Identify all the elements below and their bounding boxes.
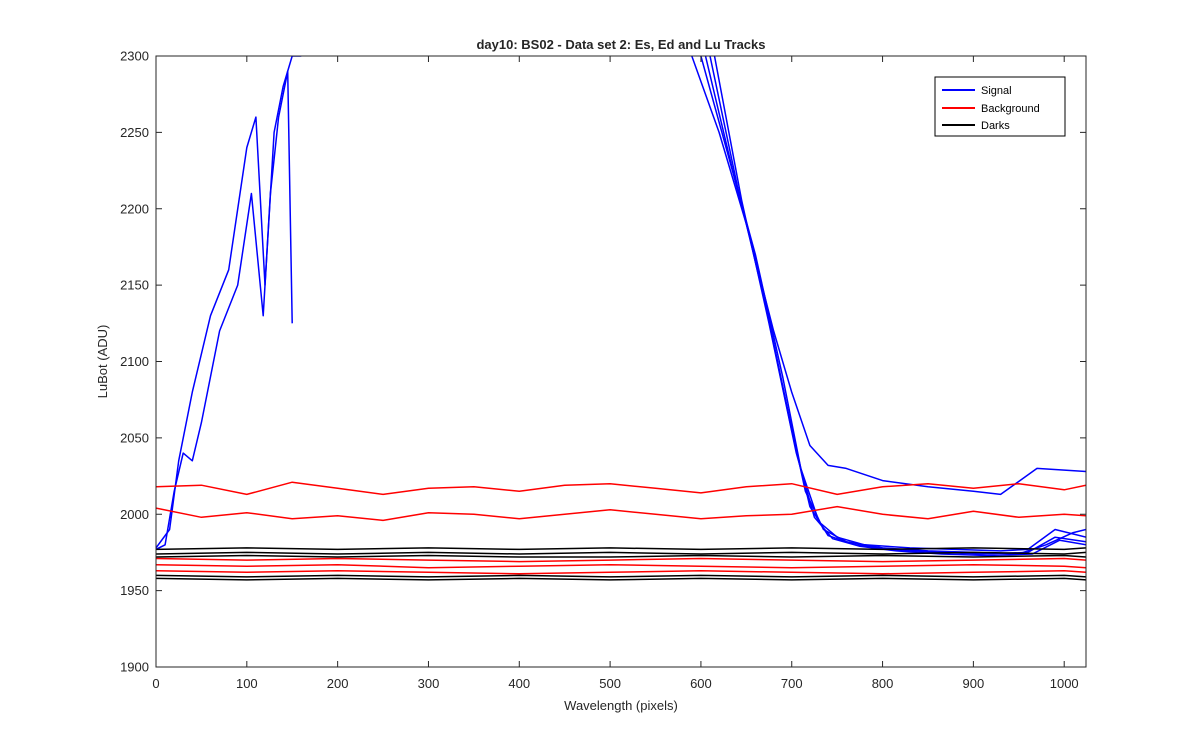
y-tick-label: 1900 bbox=[120, 660, 149, 675]
legend-box bbox=[934, 76, 1066, 137]
y-tick-label: 2150 bbox=[120, 278, 149, 293]
x-tick-label: 500 bbox=[599, 676, 621, 691]
tick-layer: 0 100 200 300 400 500 600 700 800 900 1000 1900 1950… bbox=[120, 49, 1086, 691]
series-line-background-9 bbox=[156, 557, 1086, 563]
x-tick-label: 1000 bbox=[1050, 676, 1079, 691]
legend-background-label: Background bbox=[981, 103, 1040, 115]
y-axis-label: LuBot (ADU) bbox=[95, 325, 110, 399]
x-tick-label: 300 bbox=[418, 676, 440, 691]
x-axis-label: Wavelength (pixels) bbox=[564, 698, 678, 713]
series-line-background-10 bbox=[156, 563, 1086, 569]
series-line-background-8 bbox=[156, 505, 1086, 522]
x-tick-label: 800 bbox=[872, 676, 894, 691]
legend-signal-label: Signal bbox=[981, 85, 1012, 97]
series-layer bbox=[156, 56, 1086, 581]
x-tick-label: 900 bbox=[963, 676, 985, 691]
series-line-darks-12 bbox=[156, 547, 1086, 551]
x-tick-label: 700 bbox=[781, 676, 803, 691]
x-tick-label: 0 bbox=[152, 676, 159, 691]
y-tick-label: 2250 bbox=[120, 125, 149, 140]
legend-darks-label: Darks bbox=[981, 120, 1010, 132]
series-line-darks-13 bbox=[156, 551, 1086, 555]
y-tick-label: 2050 bbox=[120, 430, 149, 445]
series-line-signal-1 bbox=[156, 70, 293, 551]
series-line-darks-14 bbox=[156, 554, 1086, 558]
y-tick-label: 2100 bbox=[120, 354, 149, 369]
legend: Signal Background Darks bbox=[934, 76, 1066, 137]
series-line-darks-15 bbox=[156, 574, 1086, 578]
y-tick-label: 2300 bbox=[120, 49, 149, 64]
series-line-signal-0 bbox=[156, 56, 302, 549]
series-line-background-11 bbox=[156, 570, 1086, 575]
y-tick-label: 2000 bbox=[120, 507, 149, 522]
y-tick-label: 2200 bbox=[120, 201, 149, 216]
series-line-darks-16 bbox=[156, 577, 1086, 581]
x-tick-label: 100 bbox=[236, 676, 258, 691]
x-tick-label: 200 bbox=[327, 676, 349, 691]
chart-title: day10: BS02 - Data set 2: Es, Ed and Lu … bbox=[476, 37, 765, 52]
y-tick-label: 1950 bbox=[120, 583, 149, 598]
x-tick-label: 600 bbox=[690, 676, 712, 691]
series-line-background-7 bbox=[156, 481, 1086, 496]
x-tick-label: 400 bbox=[508, 676, 530, 691]
